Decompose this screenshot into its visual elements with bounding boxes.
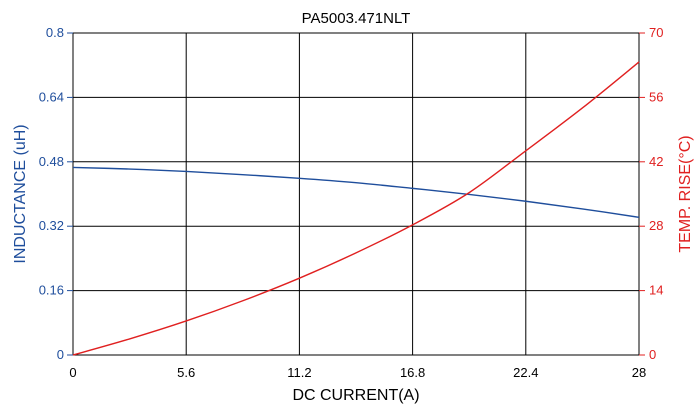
y-right-tick-label: 0 bbox=[649, 347, 656, 362]
y-left-tick-label: 0.8 bbox=[46, 25, 64, 40]
y-left-tick-label: 0.64 bbox=[39, 89, 64, 104]
x-tick-label: 11.2 bbox=[287, 365, 311, 380]
temp-rise-series-line bbox=[72, 61, 640, 356]
y-left-tick-label: 0.16 bbox=[39, 283, 64, 298]
x-tick-label: 22.4 bbox=[513, 365, 538, 380]
y-right-tick-label: 42 bbox=[649, 154, 663, 169]
tick-labels: 0 5.6 11.2 16.8 22.4 2800.160.320.480.640.801… bbox=[39, 25, 664, 380]
y-left-tick-label: 0.32 bbox=[39, 218, 64, 233]
y-left-tick-label: 0.48 bbox=[39, 154, 64, 169]
inductance-series-line bbox=[72, 166, 640, 219]
y-left-tick-label: 0 bbox=[57, 347, 64, 362]
chart-title: PA5003.471NLT bbox=[302, 10, 411, 27]
y-right-tick-label: 56 bbox=[649, 89, 663, 104]
y-right-tick-label: 28 bbox=[649, 218, 663, 233]
series-layer bbox=[72, 61, 640, 356]
x-tick-label: 28 bbox=[632, 365, 646, 380]
x-axis-label: DC CURRENT(A) bbox=[292, 387, 419, 404]
y-right-tick-label: 14 bbox=[649, 283, 663, 298]
y-right-tick-label: 70 bbox=[649, 25, 663, 40]
x-tick-label: 0 bbox=[69, 365, 76, 380]
x-tick-label: 16.8 bbox=[400, 365, 425, 380]
y-left-axis-label: INDUCTANCE (uH) bbox=[12, 124, 29, 263]
tick-marks bbox=[67, 32, 645, 356]
y-right-axis-label: TEMP. RISE(°C) bbox=[677, 135, 694, 252]
x-tick-label: 5.6 bbox=[177, 365, 195, 380]
plot-area-frame bbox=[72, 32, 640, 356]
grid-lines bbox=[73, 33, 639, 355]
